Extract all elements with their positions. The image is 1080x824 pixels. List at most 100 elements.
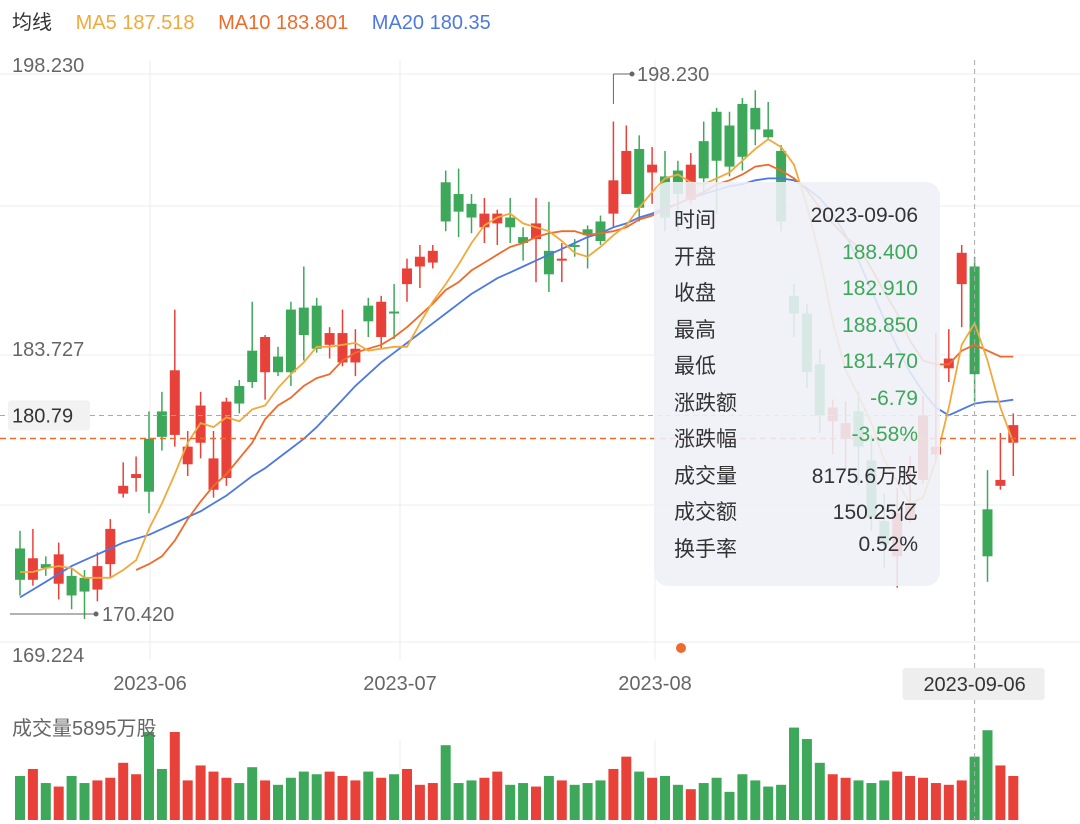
- candle-body: [105, 528, 116, 565]
- volume-bar: [801, 739, 812, 820]
- volume-bar: [195, 765, 206, 820]
- volume-bar: [389, 774, 400, 820]
- volume-bar: [634, 771, 645, 820]
- legend-ma5: MA5 187.518: [75, 12, 195, 34]
- tooltip-row: 成交量 8175.6万股: [674, 460, 918, 496]
- candle-body: [453, 194, 464, 212]
- tooltip-key: 成交量: [674, 464, 737, 488]
- volume-bar: [182, 780, 193, 820]
- volume-bar: [414, 784, 425, 820]
- candle-body: [324, 333, 335, 345]
- candle-body: [298, 307, 309, 336]
- max-marker-label: 198.230: [637, 64, 709, 86]
- volume-bar: [376, 777, 387, 820]
- candle-body: [518, 237, 529, 243]
- candle-body: [118, 485, 129, 494]
- volume-bar: [982, 730, 993, 820]
- tooltip-row: 最低 181.470: [674, 350, 918, 386]
- volume-bar: [840, 777, 851, 820]
- candle-body: [440, 182, 451, 222]
- candle-body: [724, 125, 735, 167]
- candle-body: [389, 311, 400, 314]
- candle-body: [273, 356, 283, 373]
- volume-bar: [492, 771, 503, 820]
- candle-tooltip: 时间 2023-09-06 开盘 188.400 收盘 182.910 最高 188.850 最…: [654, 182, 940, 586]
- candle-body: [479, 213, 490, 228]
- crosshair-price-box: [8, 400, 90, 431]
- volume-bar: [995, 765, 1006, 820]
- volume-bar: [15, 776, 25, 820]
- ma-legend: 均线 MA5 187.518 MA10 183.801 MA20 180.35: [12, 6, 509, 35]
- volume-bar: [27, 768, 38, 820]
- candle-body: [737, 103, 748, 157]
- volume-bar: [543, 776, 554, 820]
- volume-bar: [672, 784, 683, 820]
- volume-bar: [479, 777, 490, 820]
- volume-bar: [879, 780, 890, 820]
- volume-bar: [247, 767, 258, 820]
- tooltip-value: 188.400: [842, 240, 918, 264]
- candle-body: [698, 141, 709, 179]
- candle-body: [156, 411, 167, 437]
- candle-body: [569, 244, 580, 247]
- candle-body: [1008, 425, 1019, 443]
- tooltip-key: 换手率: [674, 537, 737, 561]
- tooltip-key: 最低: [674, 355, 716, 378]
- candle-body: [750, 107, 761, 130]
- tooltip-value: 188.850: [842, 313, 918, 337]
- volume-bar: [737, 774, 748, 820]
- volume-bar: [234, 783, 245, 820]
- volume-bar: [208, 771, 219, 820]
- candle-body: [531, 223, 541, 240]
- volume-bar: [685, 789, 696, 820]
- candle-body: [634, 148, 645, 208]
- candle-body: [505, 217, 516, 228]
- volume-bar: [466, 780, 477, 820]
- volume-bar: [866, 783, 877, 820]
- candle-body: [221, 401, 232, 478]
- volume-bar: [260, 780, 271, 820]
- crosshair-date-box: [902, 668, 1045, 700]
- candle-body: [763, 129, 774, 138]
- volume-bar: [337, 776, 348, 820]
- candle-body: [208, 458, 219, 490]
- volume-bar: [453, 783, 464, 820]
- volume-bar: [402, 768, 412, 820]
- candle-body: [982, 509, 993, 557]
- volume-bar: [79, 783, 90, 820]
- candle-body: [969, 266, 980, 375]
- volume-bar: [776, 784, 787, 820]
- tooltip-value: -6.79: [870, 386, 918, 410]
- tooltip-row: 最高 188.850: [674, 314, 918, 350]
- tooltip-value: 182.910: [842, 277, 918, 300]
- volume-bar: [814, 762, 825, 820]
- candle-body: [182, 446, 193, 465]
- volume-bar: [698, 783, 709, 820]
- volume-bar: [40, 783, 51, 820]
- volume-bar: [518, 783, 529, 820]
- volume-bar: [905, 776, 916, 820]
- candle-body: [234, 385, 245, 404]
- volume-bar: [427, 783, 438, 820]
- candle-body: [15, 548, 25, 580]
- tooltip-row: 涨跌幅 -3.58%: [674, 423, 918, 459]
- candle-body: [27, 558, 38, 580]
- tooltip-value: 0.52%: [858, 532, 918, 556]
- candle-body: [169, 370, 180, 435]
- volume-bar: [66, 776, 77, 820]
- legend-ma20: MA20 180.35: [371, 12, 491, 34]
- volume-bar: [285, 777, 296, 820]
- candle-body: [543, 250, 554, 275]
- candle-body: [427, 250, 438, 263]
- volume-bar: [724, 791, 735, 820]
- volume-bar: [273, 784, 283, 820]
- candle-body: [53, 554, 64, 584]
- volume-bar: [105, 777, 116, 820]
- volume-bar: [324, 771, 335, 820]
- volume-bar: [918, 777, 928, 820]
- candle-body: [66, 575, 77, 596]
- min-marker-label: 170.420: [102, 604, 174, 626]
- candle-body: [144, 438, 154, 492]
- candle-body: [350, 348, 361, 363]
